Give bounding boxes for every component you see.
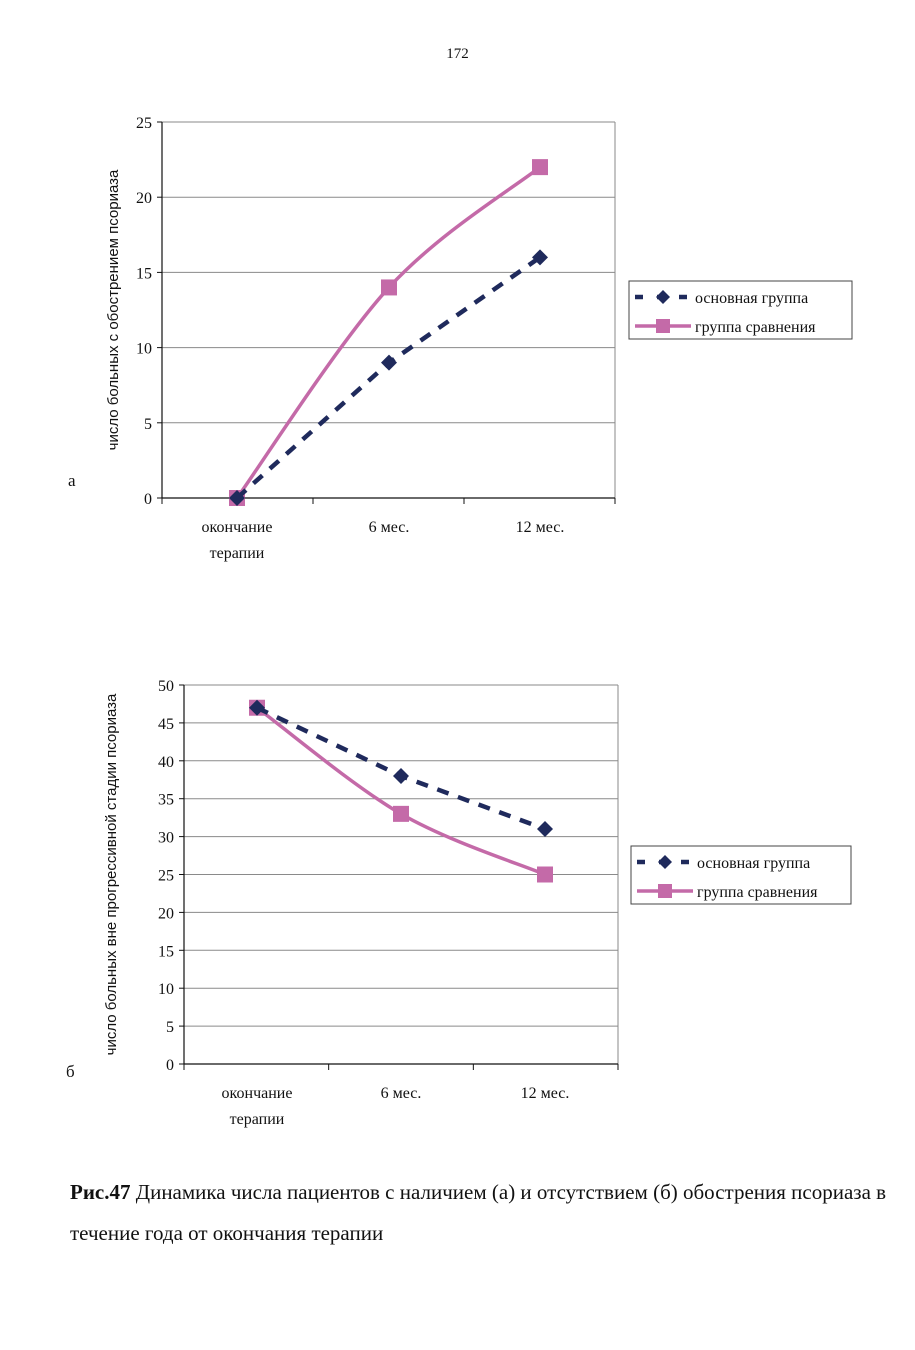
legend-label: группа сравнения bbox=[695, 319, 816, 336]
y-axis-label: число больных с обострением псориаза bbox=[105, 169, 122, 450]
x-tick-label: 6 мес. bbox=[381, 1085, 422, 1102]
x-tick-label: 12 мес. bbox=[516, 519, 565, 536]
data-point-diamond bbox=[393, 767, 409, 784]
y-tick-label: 20 bbox=[136, 190, 152, 207]
y-tick-label: 15 bbox=[158, 943, 174, 960]
legend-marker-square bbox=[656, 319, 670, 333]
y-tick-label: 45 bbox=[158, 716, 174, 733]
legend-label: основная группа bbox=[695, 290, 808, 307]
data-point-diamond bbox=[532, 249, 548, 266]
data-point-diamond bbox=[249, 699, 265, 716]
figure-label: Рис.47 bbox=[70, 1180, 131, 1204]
legend-marker-square bbox=[658, 884, 672, 898]
x-tick-label: 12 мес. bbox=[521, 1085, 570, 1102]
x-tick-label: 6 мес. bbox=[369, 519, 410, 536]
y-axis-label: число больных вне прогрессивной стадии п… bbox=[103, 693, 120, 1055]
legend-label: группа сравнения bbox=[697, 884, 818, 901]
figure-caption: Рис.47 Динамика числа пациентов с наличи… bbox=[70, 1172, 900, 1254]
y-tick-label: 20 bbox=[158, 905, 174, 922]
chart-b: 0 5 10 15 20 25 30 35 40 45 50 окончание терапии 6 ме… bbox=[66, 678, 852, 1128]
y-tick-label: 30 bbox=[158, 830, 174, 847]
legend-label: основная группа bbox=[697, 855, 810, 872]
data-point-square bbox=[381, 279, 397, 296]
y-tick-label: 35 bbox=[158, 792, 174, 809]
data-point-square bbox=[532, 159, 548, 176]
y-tick-label: 40 bbox=[158, 754, 174, 771]
y-tick-label: 0 bbox=[166, 1057, 174, 1074]
y-tick-label: 5 bbox=[166, 1019, 174, 1036]
data-point-diamond bbox=[229, 490, 245, 506]
y-tick-label: 50 bbox=[158, 678, 174, 695]
page-number: 172 bbox=[446, 46, 469, 62]
legend: основная группа группа сравнения bbox=[628, 280, 853, 340]
x-tick-label: окончание терапии bbox=[222, 1085, 293, 1128]
y-tick-label: 25 bbox=[136, 115, 152, 132]
legend-marker-diamond bbox=[656, 290, 670, 304]
data-point-square bbox=[537, 866, 553, 883]
figure-caption-text: Динамика числа пациентов с наличием (а) … bbox=[70, 1180, 887, 1245]
y-tick-label: 10 bbox=[158, 981, 174, 998]
x-tick-label: окончание терапии bbox=[202, 519, 273, 562]
data-point-diamond bbox=[537, 821, 553, 838]
y-tick-label: 5 bbox=[144, 416, 152, 433]
data-point-diamond bbox=[381, 354, 397, 371]
y-tick-label: 15 bbox=[136, 265, 152, 282]
series-line bbox=[255, 706, 546, 877]
legend-marker-diamond bbox=[658, 855, 672, 869]
chart-a: 0 5 10 15 20 25 окончание терапии 6 мес. 12 мес. ч… bbox=[68, 115, 853, 562]
y-tick-label: 10 bbox=[136, 341, 152, 358]
y-tick-label: 25 bbox=[158, 868, 174, 885]
legend: основная группа группа сравнения bbox=[630, 845, 852, 905]
panel-label: а bbox=[68, 471, 76, 490]
data-point-square bbox=[393, 805, 409, 822]
panel-label: б bbox=[66, 1062, 75, 1081]
y-tick-label: 0 bbox=[144, 491, 152, 508]
